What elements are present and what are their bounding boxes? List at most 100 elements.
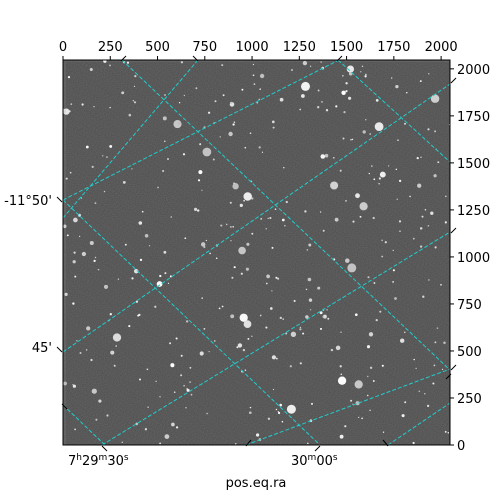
right-axis-tick-label: 250 [457, 392, 482, 407]
ra-tick-label: 30m00s [291, 453, 338, 469]
star [91, 165, 94, 169]
star [220, 224, 223, 227]
right-pixel-axis: 0 250 500 750 1000 1250 1500 1750 2000 [450, 63, 490, 454]
star [422, 295, 425, 298]
star [334, 217, 339, 222]
star [63, 381, 67, 386]
star [379, 310, 382, 313]
dec-grid-line [387, 402, 450, 445]
star [67, 75, 71, 79]
star [289, 365, 292, 368]
star [195, 87, 198, 90]
star [344, 425, 347, 428]
star [249, 132, 252, 135]
star [93, 259, 96, 263]
star [110, 350, 115, 355]
star [299, 108, 302, 111]
ra-tick-mark [120, 55, 127, 62]
star [239, 203, 243, 207]
star [260, 218, 263, 220]
star [112, 333, 122, 342]
star [432, 382, 435, 385]
right-axis-tick-label: 500 [457, 345, 482, 360]
star [274, 208, 277, 210]
star [420, 156, 422, 158]
star [243, 320, 252, 328]
star [396, 198, 398, 200]
star [109, 313, 112, 316]
star [133, 268, 139, 274]
star [180, 374, 183, 377]
star [121, 91, 125, 95]
star [281, 420, 284, 423]
plot-frame [62, 59, 451, 446]
ra-grid-line [121, 60, 450, 371]
star [81, 103, 84, 106]
star [395, 84, 399, 89]
star [419, 227, 423, 230]
star [65, 177, 68, 180]
star [249, 406, 252, 409]
star [253, 83, 256, 85]
star [197, 179, 201, 182]
star [109, 106, 111, 109]
star [394, 297, 397, 300]
top-axis-tick-label: 500 [145, 40, 170, 55]
star [170, 216, 172, 218]
dec-tick-mark [56, 196, 63, 203]
star [225, 223, 228, 226]
star [337, 376, 347, 385]
star [341, 90, 346, 96]
star [93, 106, 95, 108]
star [381, 364, 384, 367]
star [399, 338, 405, 343]
star [359, 202, 368, 211]
star [86, 326, 91, 331]
star [202, 147, 212, 157]
star [163, 250, 167, 254]
star [90, 358, 93, 362]
star [271, 290, 273, 292]
star [267, 417, 271, 420]
star [232, 123, 235, 126]
star [430, 94, 440, 103]
star [379, 171, 386, 178]
star [170, 363, 175, 368]
star [175, 337, 178, 340]
star [205, 239, 208, 242]
ra-tick-mark [192, 55, 199, 62]
star [73, 251, 76, 254]
star [366, 345, 371, 349]
star [252, 74, 255, 77]
star [243, 199, 245, 202]
star [212, 158, 215, 161]
star [299, 326, 302, 329]
star [144, 234, 149, 238]
star [317, 106, 320, 109]
star [310, 402, 314, 405]
star [424, 208, 427, 211]
star [164, 434, 170, 439]
star [324, 153, 329, 158]
star [69, 171, 72, 174]
star [308, 243, 312, 247]
star [279, 97, 284, 102]
star [369, 366, 373, 369]
star [122, 180, 126, 184]
star [186, 388, 188, 390]
star [387, 165, 390, 167]
sky-image [63, 60, 450, 445]
star [345, 89, 348, 93]
star [159, 396, 161, 398]
star [372, 216, 375, 220]
star-field [63, 60, 450, 445]
star [66, 234, 69, 237]
star [169, 342, 172, 345]
star [237, 343, 243, 348]
star [79, 352, 82, 354]
star [299, 362, 302, 365]
star [342, 75, 344, 77]
star [267, 217, 269, 220]
star [290, 331, 297, 337]
star [427, 224, 430, 227]
